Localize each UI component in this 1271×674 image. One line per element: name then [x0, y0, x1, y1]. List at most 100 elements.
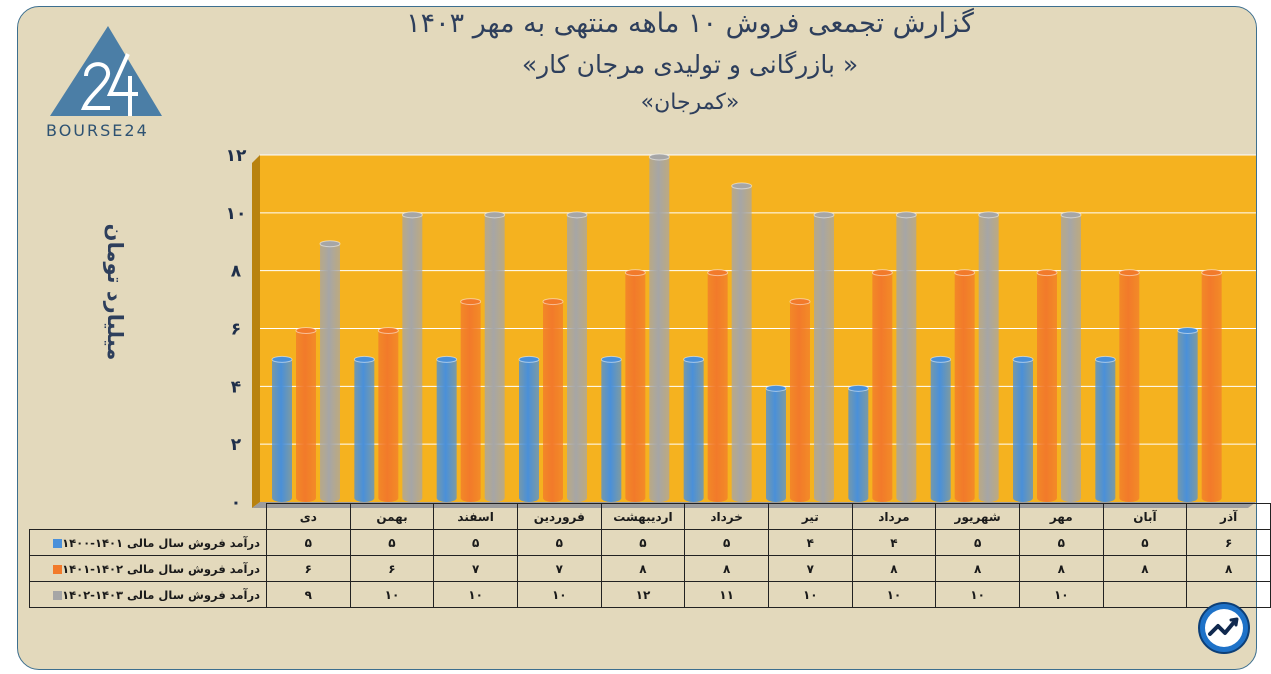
bar-cap-0: [518, 355, 540, 363]
data-label: ۷: [516, 555, 602, 582]
bar-cap-0: [1012, 355, 1034, 363]
logo-text: BOURSE24: [46, 121, 149, 140]
data-label: ۱۰: [516, 581, 602, 608]
data-label: ۵: [516, 529, 602, 556]
chart-subtitle-symbol: «کمرجان»: [640, 90, 740, 115]
data-label: ۱۰: [1018, 581, 1104, 608]
bourse24-logo-icon: [50, 26, 162, 116]
data-label: ۵: [1102, 529, 1188, 556]
y-tick-label: ۰: [231, 493, 241, 513]
category-label: بهمن: [349, 503, 435, 530]
category-label: مهر: [1018, 503, 1104, 530]
bar-cap-0: [600, 355, 622, 363]
chart-title: گزارش تجمعی فروش ۱۰ ماهه منتهی به مهر ۱۴…: [406, 8, 974, 39]
series-row: درآمد فروش سال مالی ۱۴۰۳-۱۴۰۲ ۹ ۱۰ ۱۰ ۱۰ ۱۲ ۱۱…: [29, 581, 1271, 608]
bar-0: [930, 357, 951, 502]
bar-0: [272, 357, 292, 502]
data-label: ۵: [433, 529, 518, 556]
bar-cap-2: [731, 182, 753, 190]
category-label: دی: [265, 503, 351, 530]
data-label: ۶: [349, 555, 435, 582]
bar-2: [320, 241, 340, 502]
series-row: درآمد فروش سال مالی ۱۴۰۲-۱۴۰۱ ۶ ۶ ۷ ۷ ۸ ۸ ۷ ۸ ۸ ۸ ۸…: [29, 555, 1271, 582]
bar-2: [978, 212, 999, 503]
bar-2: [814, 212, 834, 503]
legend-swatch: [53, 564, 63, 574]
data-label: ۸: [851, 555, 937, 582]
data-label: ۸: [935, 555, 1020, 582]
data-label: ۴: [767, 529, 853, 556]
y-tick-label: ۱۲: [226, 146, 247, 166]
bar-cap-0: [847, 384, 869, 392]
data-label: ۱۲: [600, 581, 686, 608]
bar-0: [519, 357, 539, 502]
data-label: ۱۱: [684, 581, 769, 608]
bar-cap-1: [707, 269, 729, 277]
bar-cap-2: [648, 153, 670, 161]
bar-0: [1177, 328, 1198, 502]
bar-cap-2: [401, 211, 423, 219]
category-label: اردیبهشت: [600, 503, 686, 530]
bar-cap-2: [895, 211, 917, 219]
bar-cap-1: [1118, 269, 1140, 277]
bar-cap-1: [377, 327, 399, 334]
bar-cap-1: [954, 269, 976, 277]
bar-0: [1095, 357, 1116, 502]
bar-2: [896, 212, 917, 503]
bar-cap-0: [436, 355, 458, 363]
bar-cap-2: [566, 211, 588, 219]
bar-2: [484, 212, 505, 503]
series-name: درآمد فروش سال مالی ۱۴۰۳-۱۴۰۲: [29, 581, 267, 608]
bar-cap-1: [460, 298, 482, 306]
y-tick-label: ۱۰: [226, 204, 247, 224]
bar-cap-1: [295, 327, 317, 334]
data-label: ۵: [265, 529, 351, 556]
data-table: دی بهمن اسفند فروردین اردیبهشت خرداد تیر مرداد ش…: [29, 503, 1271, 608]
bar-cap-2: [319, 240, 341, 248]
bar-cap-1: [871, 269, 893, 277]
bar-1: [1037, 270, 1057, 502]
series-name: درآمد فروش سال مالی ۱۴۰۱-۱۴۰۰: [29, 529, 267, 556]
bar-0: [1013, 357, 1033, 502]
bar-cap-0: [1094, 355, 1116, 363]
bar-cap-1: [789, 298, 811, 306]
data-label: ۵: [349, 529, 435, 556]
data-label: ۸: [1018, 555, 1104, 582]
bar-cap-2: [484, 211, 506, 219]
bar-1: [872, 270, 893, 502]
category-label: آذر: [1186, 503, 1271, 530]
bar-0: [354, 357, 375, 502]
category-label: فروردین: [516, 503, 602, 530]
data-label: ۷: [767, 555, 853, 582]
bar-1: [1119, 270, 1140, 502]
bar-2: [649, 155, 670, 502]
bar-0: [601, 357, 622, 502]
bar-cap-0: [271, 355, 293, 363]
bar-1: [378, 328, 399, 502]
data-label: ۱۰: [935, 581, 1020, 608]
data-label: ۸: [1186, 555, 1271, 582]
data-label: ۶: [1186, 529, 1271, 556]
bar-cap-0: [1177, 327, 1199, 334]
bar-0: [683, 357, 704, 502]
bar-0: [766, 386, 786, 502]
data-label: ۱۰: [433, 581, 518, 608]
bar-1: [707, 270, 728, 502]
bar-2: [402, 212, 423, 503]
data-label: ۵: [1018, 529, 1104, 556]
bar-1: [460, 299, 481, 502]
data-label: ۶: [265, 555, 351, 582]
bar-0: [848, 386, 869, 502]
bar-cap-1: [1201, 269, 1223, 277]
legend-swatch: [53, 590, 63, 600]
category-label: مرداد: [851, 503, 937, 530]
bar-2: [567, 212, 587, 503]
data-label: ۷: [433, 555, 518, 582]
table-corner: [29, 503, 267, 530]
data-label: ۱۰: [767, 581, 853, 608]
chart-subtitle: «بازرگانی و تولیدی مرجان کار »: [521, 50, 859, 79]
data-label: ۵: [935, 529, 1020, 556]
data-label: [1102, 581, 1188, 608]
bar-1: [1201, 270, 1222, 502]
legend-swatch: [53, 538, 63, 548]
